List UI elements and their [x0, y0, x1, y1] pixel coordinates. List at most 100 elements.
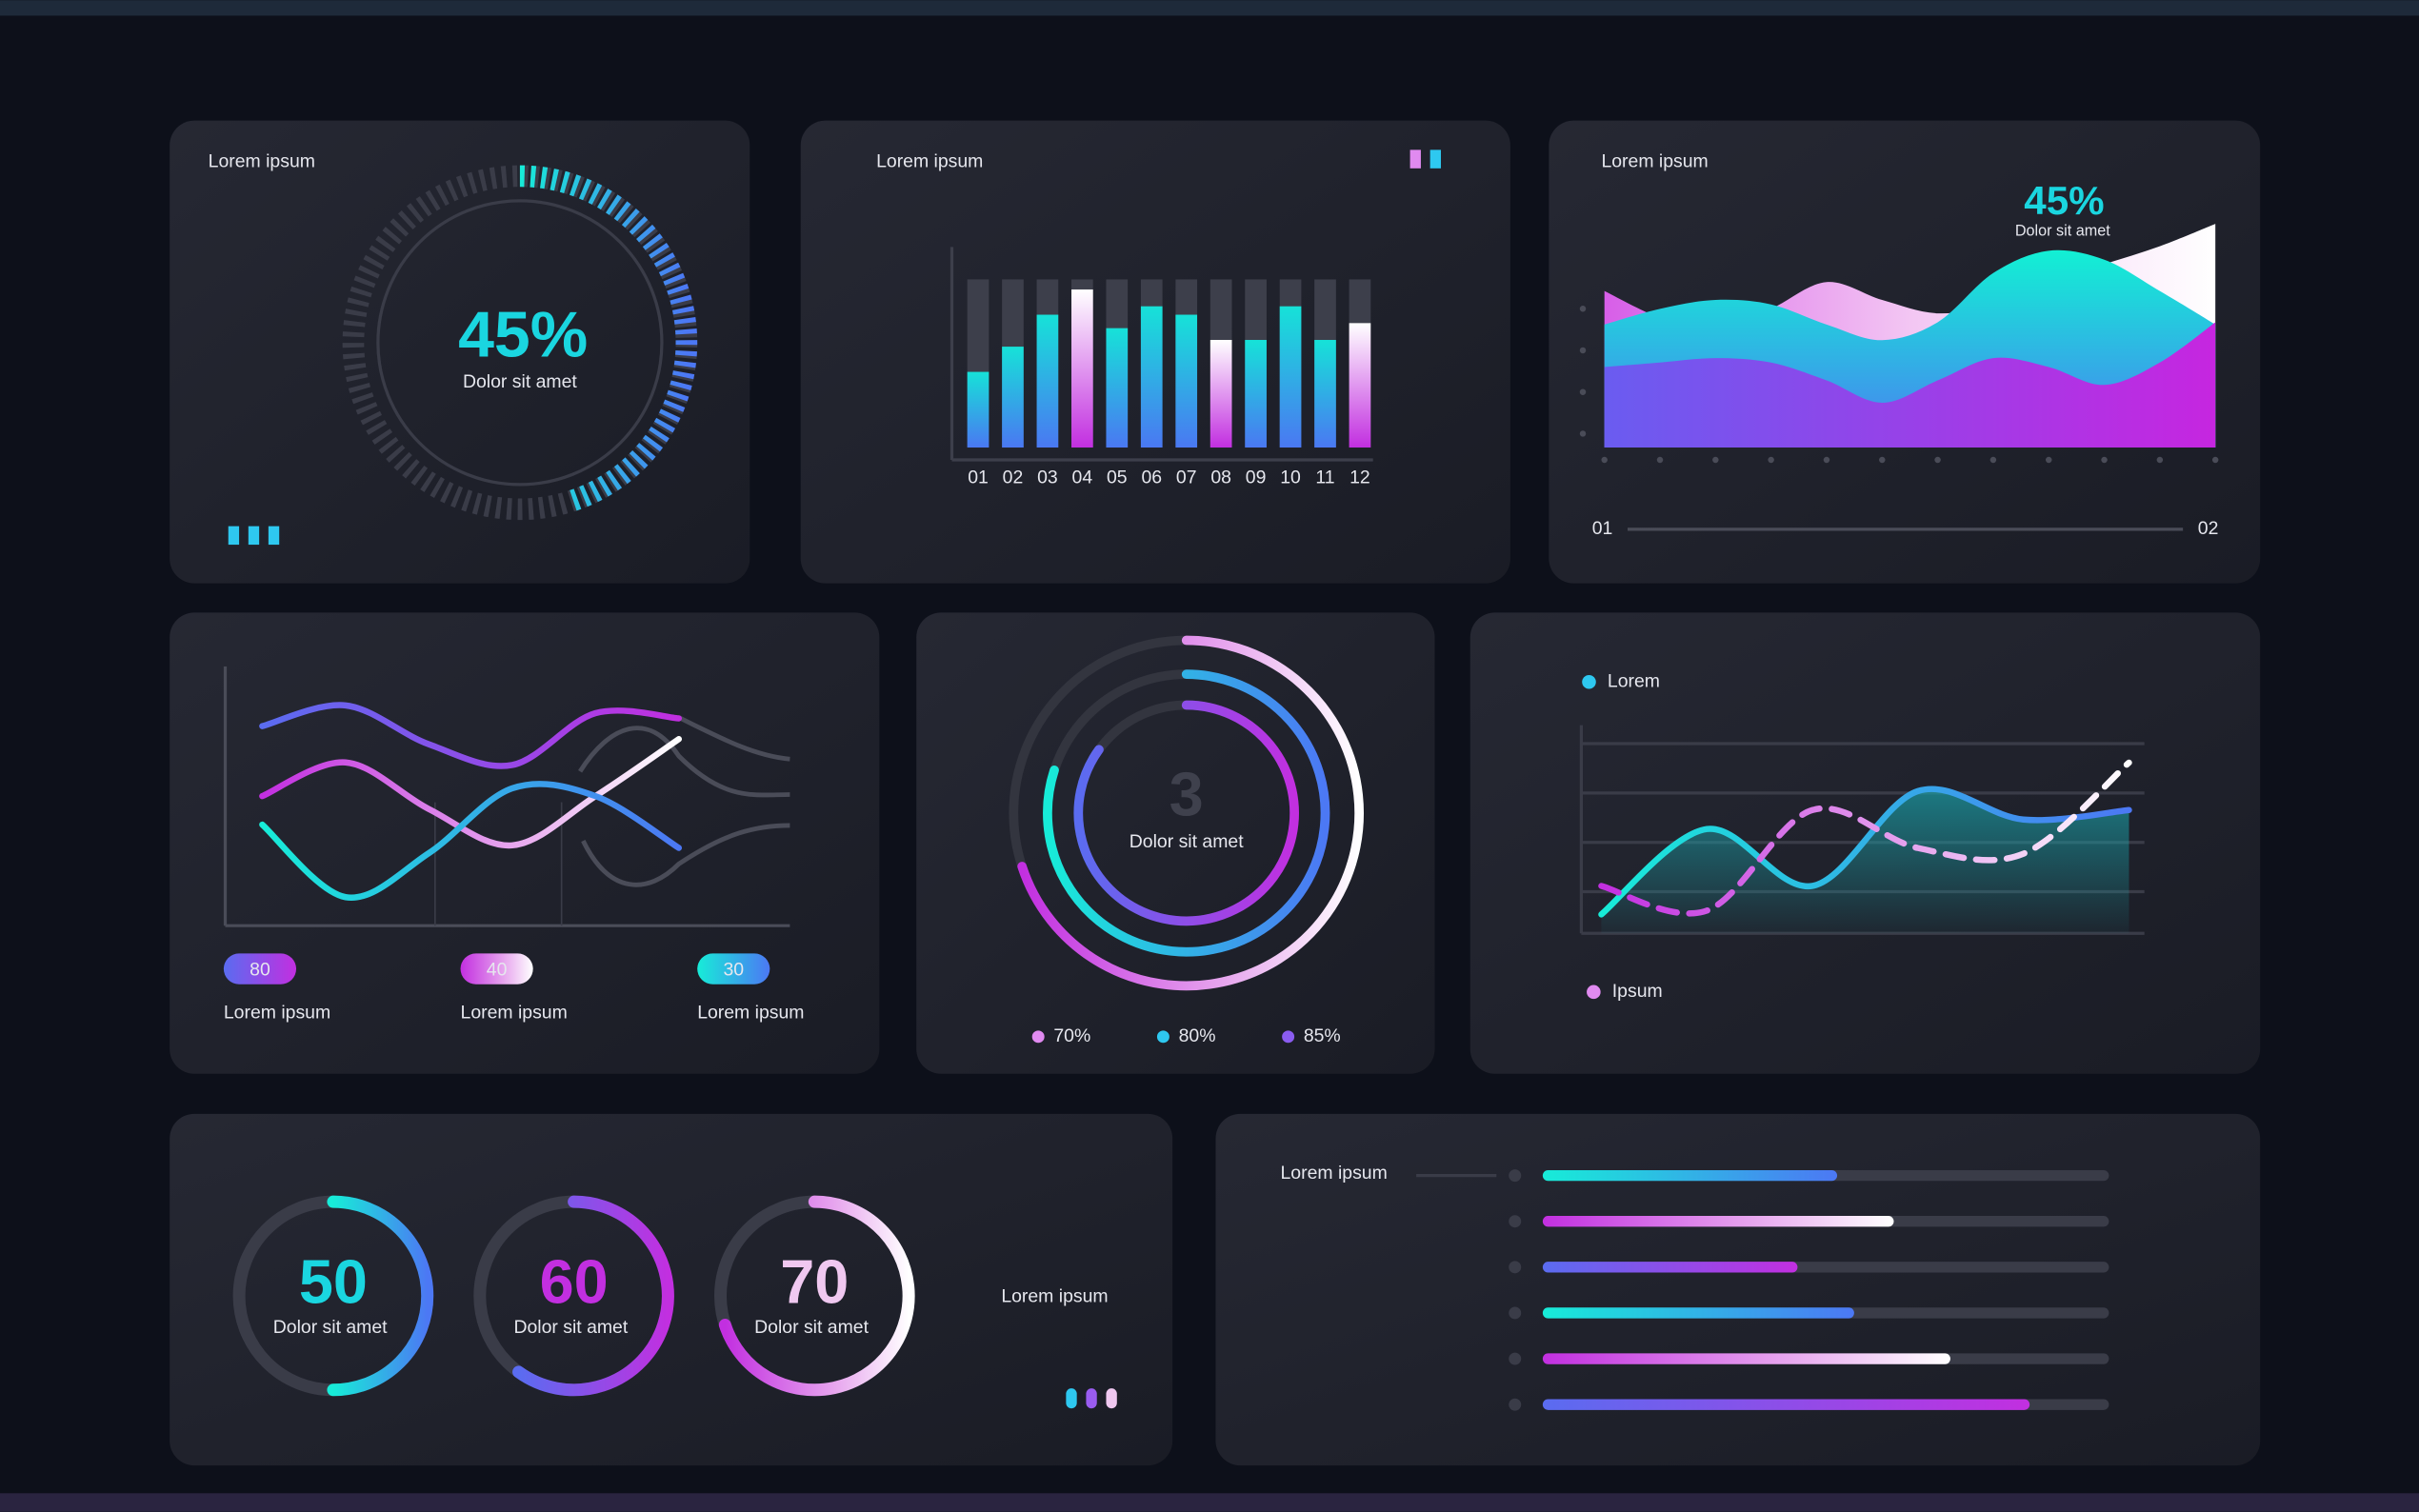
faded-line: [677, 715, 790, 762]
legend-dot: [1156, 1030, 1170, 1044]
bar: [1314, 340, 1336, 448]
axis-dot: [1712, 456, 1719, 464]
axis-dot: [1579, 305, 1587, 312]
badge-value: 30: [723, 959, 744, 980]
progress-bar: [1542, 1353, 1950, 1364]
x-tick-label: 04: [1072, 468, 1093, 488]
axis-dot: [2045, 456, 2052, 464]
line: [259, 702, 682, 769]
axis-dot: [1579, 347, 1587, 354]
line: [259, 736, 682, 849]
badge-label: Lorem ipsum: [224, 1003, 330, 1024]
area: [1604, 322, 2216, 448]
gauge-caption: Dolor sit amet: [513, 1317, 628, 1338]
x-tick-label: 01: [968, 468, 989, 488]
ring-arc: [1043, 669, 1330, 957]
ring-arc: [1017, 635, 1364, 991]
axis-dot: [1823, 456, 1830, 464]
axis-dot: [2156, 456, 2164, 464]
bar: [1002, 347, 1024, 448]
panel-title: Lorem ipsum: [876, 150, 983, 171]
row-dot: [1509, 1169, 1522, 1183]
legend-label: 85%: [1304, 1025, 1341, 1046]
icon: [1429, 149, 1441, 169]
legend-label: 80%: [1179, 1025, 1216, 1046]
panel-title: Lorem ipsum: [1281, 1163, 1388, 1184]
faded-line: [578, 726, 790, 798]
gauge-arc: [512, 1195, 674, 1397]
row-dot: [1509, 1352, 1522, 1365]
progress-bar: [1542, 1262, 1798, 1273]
gauge-caption: Dolor sit amet: [754, 1317, 869, 1338]
range-label: 02: [2198, 518, 2219, 539]
row-dot: [1509, 1306, 1522, 1320]
gauge-arc: [327, 1195, 434, 1397]
axis-dot: [1579, 430, 1587, 437]
panel-label: Lorem ipsum: [1001, 1286, 1108, 1307]
axis-dot: [1656, 456, 1664, 464]
badge: [223, 953, 297, 985]
legend-label: 70%: [1053, 1025, 1090, 1046]
progress-bar: [1542, 1216, 1894, 1227]
range-label: 01: [1592, 518, 1613, 539]
legend-label: Lorem: [1608, 670, 1660, 691]
ring-center: 3: [1170, 759, 1204, 828]
line: [259, 781, 682, 901]
legend-dot: [1031, 1030, 1045, 1044]
legend-dot: [1587, 985, 1601, 1000]
row-dot: [1509, 1261, 1522, 1274]
x-tick-label: 02: [1003, 468, 1024, 488]
panel: [916, 612, 1435, 1074]
bar: [1245, 340, 1267, 448]
bar: [1175, 314, 1198, 448]
bar: [1279, 306, 1302, 448]
axis-dot: [1934, 456, 1941, 464]
x-tick-label: 07: [1176, 468, 1197, 488]
top-strip: [0, 0, 2419, 16]
bar: [1210, 340, 1232, 448]
bottom-strip: [0, 1493, 2419, 1512]
panel: [170, 120, 750, 584]
ring-arc: [1073, 700, 1299, 926]
progress-bar: [1542, 1169, 1838, 1182]
axis-dot: [1989, 456, 1997, 464]
progress-bar: [1542, 1399, 2030, 1410]
icon: [268, 526, 280, 546]
axis-dot: [1579, 388, 1587, 395]
x-tick-label: 10: [1280, 468, 1301, 488]
gauge-value: 45%: [458, 299, 588, 371]
ring-caption: Dolor sit amet: [1130, 831, 1244, 852]
legend-dot: [1282, 1030, 1295, 1044]
icon: [1086, 1388, 1097, 1409]
bar: [967, 371, 990, 448]
panel-title: Lorem ipsum: [1601, 150, 1708, 171]
bar: [1071, 289, 1093, 448]
badge-value: 40: [487, 959, 508, 980]
x-tick-label: 03: [1037, 468, 1058, 488]
icon: [228, 526, 240, 546]
gauge-caption: Dolor sit amet: [273, 1317, 388, 1338]
badge-value: 80: [250, 959, 270, 980]
badge: [697, 953, 770, 985]
x-tick-label: 12: [1349, 468, 1370, 488]
panel: [1215, 1113, 2261, 1466]
axis-dot: [2211, 456, 2219, 464]
axis-dot: [1879, 456, 1886, 464]
x-tick-label: 06: [1141, 468, 1162, 488]
x-tick-label: 08: [1210, 468, 1231, 488]
area-value: 45%: [2024, 178, 2104, 223]
line: [1598, 786, 2132, 918]
panel-title: Lorem ipsum: [209, 150, 315, 171]
x-tick-label: 09: [1246, 468, 1267, 488]
faded-line: [581, 823, 790, 887]
gauge-caption: Dolor sit amet: [463, 371, 577, 392]
bar: [1349, 323, 1371, 448]
icon: [248, 526, 260, 546]
row-dot: [1509, 1215, 1522, 1228]
bar: [1106, 328, 1129, 448]
axis-dot: [1601, 456, 1608, 464]
gauge-value: 50: [299, 1246, 368, 1316]
legend-dot: [1582, 674, 1596, 689]
